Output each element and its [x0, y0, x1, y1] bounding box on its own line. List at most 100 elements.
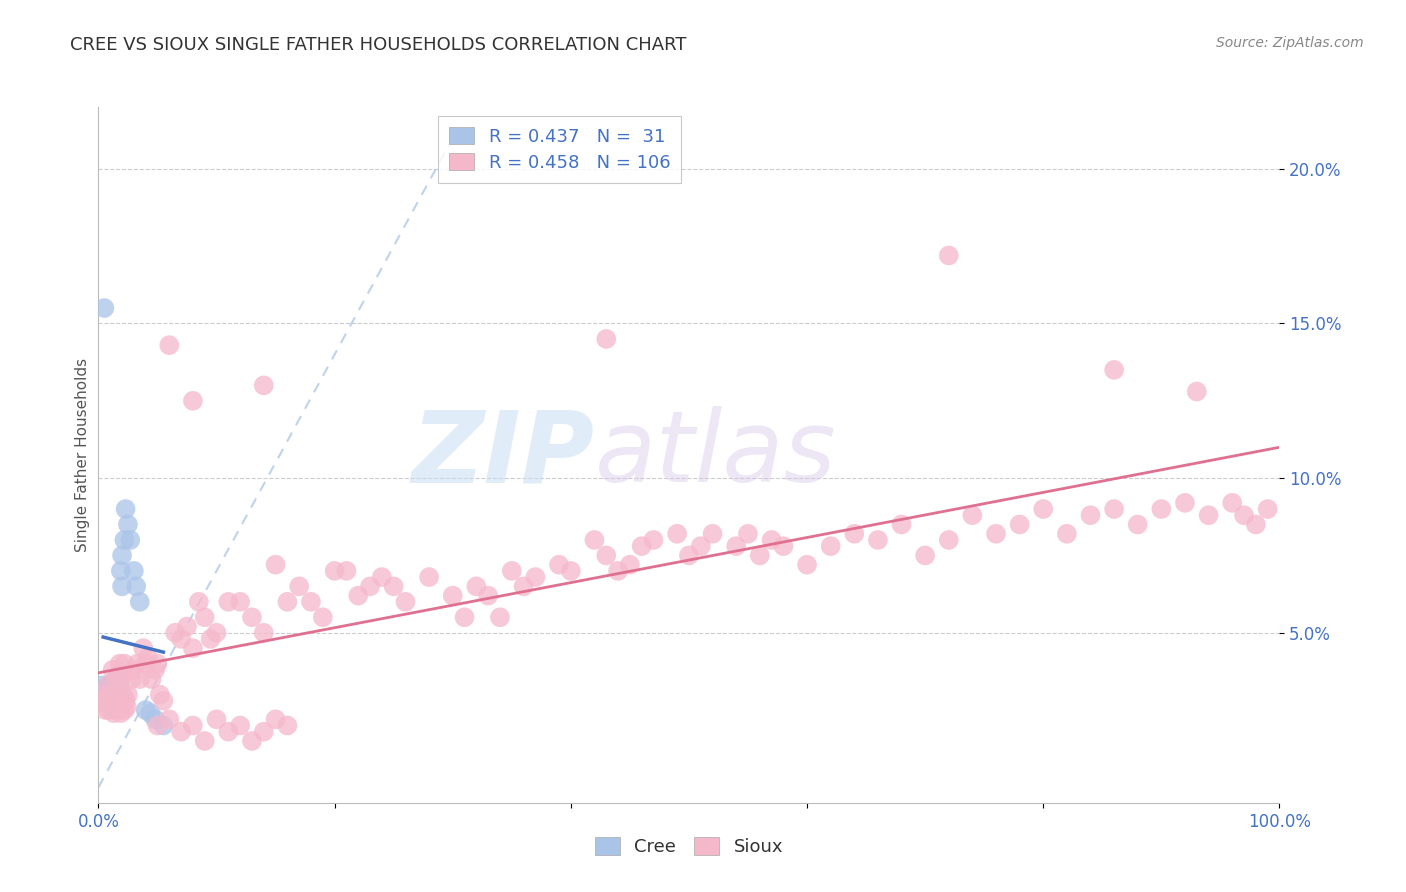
- Y-axis label: Single Father Households: Single Father Households: [75, 358, 90, 552]
- Point: [112, 688, 135, 702]
- Point: [152, 718, 174, 732]
- Point: [111, 579, 134, 593]
- Point: [288, 579, 311, 593]
- Point: [103, 697, 125, 711]
- Point: [105, 688, 128, 702]
- Point: [938, 533, 960, 547]
- Point: [110, 706, 132, 720]
- Point: [128, 672, 150, 686]
- Point: [143, 712, 166, 726]
- Point: [170, 724, 193, 739]
- Point: [97, 697, 120, 711]
- Point: [595, 332, 617, 346]
- Point: [548, 558, 571, 572]
- Point: [101, 700, 124, 714]
- Point: [111, 697, 134, 711]
- Point: [217, 724, 239, 739]
- Point: [229, 718, 252, 732]
- Point: [135, 657, 157, 671]
- Point: [607, 564, 630, 578]
- Point: [914, 549, 936, 563]
- Point: [96, 688, 118, 702]
- Point: [371, 570, 394, 584]
- Point: [737, 526, 759, 541]
- Point: [264, 712, 287, 726]
- Point: [181, 393, 204, 408]
- Point: [122, 564, 145, 578]
- Point: [1185, 384, 1208, 399]
- Point: [477, 589, 499, 603]
- Point: [725, 539, 748, 553]
- Point: [489, 610, 512, 624]
- Point: [103, 706, 125, 720]
- Point: [772, 539, 794, 553]
- Point: [170, 632, 193, 646]
- Point: [866, 533, 889, 547]
- Point: [127, 657, 149, 671]
- Point: [702, 526, 724, 541]
- Point: [115, 700, 138, 714]
- Point: [141, 672, 163, 686]
- Point: [1150, 502, 1173, 516]
- Point: [93, 301, 115, 315]
- Point: [1244, 517, 1267, 532]
- Point: [796, 558, 818, 572]
- Point: [122, 663, 145, 677]
- Point: [820, 539, 842, 553]
- Point: [1257, 502, 1279, 516]
- Point: [1198, 508, 1220, 523]
- Point: [359, 579, 381, 593]
- Point: [844, 526, 866, 541]
- Text: atlas: atlas: [595, 407, 837, 503]
- Point: [91, 678, 114, 692]
- Point: [105, 703, 128, 717]
- Point: [135, 703, 157, 717]
- Point: [96, 681, 118, 696]
- Point: [100, 688, 122, 702]
- Point: [200, 632, 222, 646]
- Point: [453, 610, 475, 624]
- Point: [139, 706, 162, 720]
- Point: [93, 688, 115, 702]
- Point: [1233, 508, 1256, 523]
- Point: [984, 526, 1007, 541]
- Point: [98, 688, 121, 702]
- Point: [98, 684, 121, 698]
- Point: [761, 533, 783, 547]
- Point: [240, 734, 263, 748]
- Point: [253, 378, 276, 392]
- Point: [181, 641, 204, 656]
- Point: [111, 669, 134, 683]
- Point: [748, 549, 770, 563]
- Point: [181, 718, 204, 732]
- Point: [114, 694, 136, 708]
- Point: [93, 694, 115, 708]
- Point: [101, 663, 124, 677]
- Point: [962, 508, 984, 523]
- Point: [110, 564, 132, 578]
- Point: [104, 694, 127, 708]
- Point: [104, 694, 127, 708]
- Point: [176, 619, 198, 633]
- Point: [121, 672, 143, 686]
- Point: [253, 625, 276, 640]
- Point: [187, 595, 209, 609]
- Point: [630, 539, 652, 553]
- Point: [382, 579, 405, 593]
- Point: [194, 734, 217, 748]
- Point: [149, 688, 172, 702]
- Point: [105, 669, 128, 683]
- Point: [94, 703, 117, 717]
- Point: [501, 564, 523, 578]
- Point: [394, 595, 416, 609]
- Point: [152, 694, 174, 708]
- Point: [98, 694, 121, 708]
- Point: [97, 678, 120, 692]
- Point: [165, 625, 187, 640]
- Text: Source: ZipAtlas.com: Source: ZipAtlas.com: [1216, 36, 1364, 50]
- Point: [1056, 526, 1078, 541]
- Point: [1032, 502, 1054, 516]
- Point: [100, 688, 122, 702]
- Point: [117, 688, 139, 702]
- Point: [108, 700, 131, 714]
